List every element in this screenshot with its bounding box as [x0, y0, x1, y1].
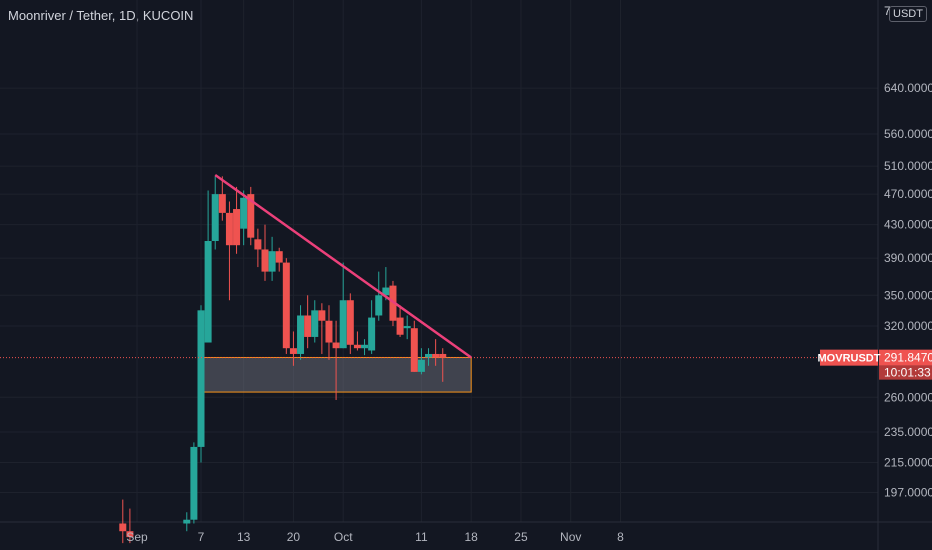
candle-body — [304, 315, 312, 337]
candle-body — [396, 317, 404, 335]
price-tick-label: 215.0000 — [884, 456, 932, 470]
candle-body — [197, 310, 205, 447]
candle-body — [417, 359, 425, 372]
support-zone-rect — [198, 356, 472, 393]
price-tag-countdown-box — [879, 365, 932, 380]
price-tag-price-box — [879, 349, 932, 366]
price-tag: MOVRUSDT 291.8470 10:01:33 — [0, 349, 932, 380]
price-tick-label: 390.0000 — [884, 251, 932, 265]
time-tick-label: 11 — [415, 530, 428, 544]
candle-body — [247, 194, 255, 238]
candle-body — [190, 446, 198, 520]
price-tag-box — [820, 349, 878, 366]
time-tick-label: 7 — [198, 530, 205, 544]
time-tick-label: Sep — [126, 530, 148, 544]
candle-body — [311, 310, 319, 337]
candle-body — [425, 353, 433, 358]
price-tick-label: 560.0000 — [884, 127, 932, 141]
time-tick-label: 20 — [287, 530, 301, 544]
candle-body — [403, 326, 411, 329]
candle-body — [211, 194, 219, 241]
candle-body — [218, 194, 226, 213]
price-tick-label: 260.0000 — [884, 390, 932, 404]
time-tick-label: 25 — [514, 530, 528, 544]
price-scale-top-label: 7 — [884, 4, 891, 18]
price-tick-label: 350.0000 — [884, 288, 932, 302]
candle-body — [297, 315, 305, 354]
candle-body — [382, 287, 390, 296]
price-tick-label: 470.0000 — [884, 187, 932, 201]
support-zone[interactable] — [198, 356, 472, 393]
candle-body — [339, 300, 347, 349]
candle-body — [368, 317, 376, 351]
price-axis[interactable]: 640.0000 560.0000 510.0000 470.0000 430.0000… — [884, 81, 932, 499]
candle-body — [432, 353, 440, 358]
price-tag-countdown: 10:01:33 — [884, 366, 931, 380]
time-tick-label: 18 — [465, 530, 479, 544]
price-tick-label: 320.0000 — [884, 319, 932, 333]
price-tick-label: 510.0000 — [884, 159, 932, 173]
candle-body — [268, 251, 276, 272]
candle-body — [282, 262, 290, 349]
candle-body — [275, 251, 283, 263]
price-tag-symbol: MOVRUSDT — [818, 353, 881, 365]
symbol-title[interactable]: Moonriver / Tether, 1D, KUCOIN — [8, 8, 194, 23]
time-tick-label: Nov — [560, 530, 581, 544]
price-tag-price: 291.8470 — [884, 351, 932, 365]
candle-body — [225, 212, 233, 246]
time-tick-label: 13 — [237, 530, 251, 544]
candle-body — [318, 310, 326, 321]
price-tick-label: 235.0000 — [884, 425, 932, 439]
candle-body — [289, 348, 297, 354]
candle-body — [332, 342, 340, 349]
candle-body — [183, 519, 191, 524]
price-tick-label: 197.0000 — [884, 486, 932, 500]
candle-body — [325, 320, 333, 343]
candle-body — [353, 344, 361, 349]
trendline-segment — [214, 173, 472, 359]
candle-body — [361, 344, 369, 349]
candle-body — [410, 328, 418, 372]
candles — [119, 176, 447, 544]
time-tick-label: Oct — [334, 530, 353, 544]
candle-body — [261, 249, 269, 272]
candle-body — [240, 197, 248, 229]
candle-body — [126, 531, 134, 538]
candle-body — [346, 300, 354, 345]
time-axis[interactable]: Sep 7 13 20 Oct 11 18 25 Nov 8 — [126, 530, 624, 544]
currency-selector[interactable]: USDT — [889, 6, 927, 22]
candle-body — [254, 239, 262, 250]
candle-body — [439, 353, 447, 358]
candle-body — [119, 523, 127, 532]
candle-body — [375, 295, 383, 316]
price-tick-label: 430.0000 — [884, 218, 932, 232]
time-tick-label: 8 — [617, 530, 624, 544]
candle-body — [233, 209, 241, 246]
trendline[interactable] — [214, 173, 472, 359]
candle-body — [204, 240, 212, 343]
price-tick-label: 640.0000 — [884, 81, 932, 95]
